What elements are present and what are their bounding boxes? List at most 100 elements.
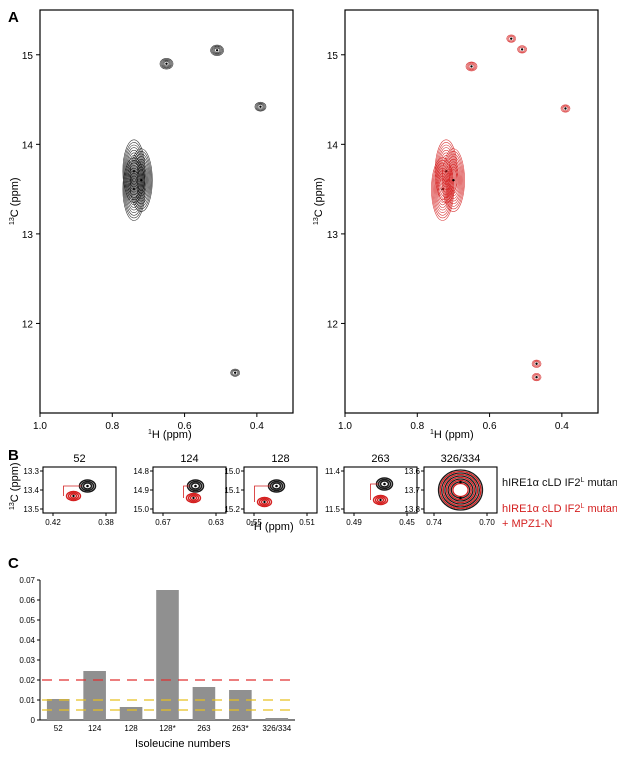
spectrum-right-ytick-label-3: 15 [327, 51, 339, 62]
bar-4 [192, 687, 216, 720]
zoom-panels: 52 13.3 13.4 13.5 0.42 0.38 124 14.8 14.9 15.0 0.6… [23, 453, 498, 527]
legend-red: hIRE1α cLD IF2L mutant [502, 503, 617, 515]
bar-3 [156, 590, 179, 720]
zoom-panel-2-ytick-0: 15.0 [224, 467, 240, 476]
bar-chart-ytick-3: 0.03 [19, 656, 35, 665]
panel-label-c: C [8, 555, 19, 572]
zoom-panel-2-ytick-2: 15.2 [224, 505, 240, 514]
zoom-panel-1: 124 14.8 14.9 15.0 0.67 0.63 [133, 453, 227, 527]
spectrum-right-xtick-label-1: 0.8 [410, 421, 424, 432]
spectrum-right-peak-7 [517, 45, 527, 54]
spectrum-left-xtick-label-0: 1.0 [33, 421, 47, 432]
spectrum-right-xtick-label-3: 0.4 [555, 421, 569, 432]
zoom-panel-0-xtick-0: 0.42 [45, 518, 61, 527]
bar-5 [229, 690, 252, 720]
zoom-panel-0-xtick-1: 0.38 [98, 518, 114, 527]
spectrum-left-peak-4 [254, 101, 267, 112]
zoom-panel-1-xtick-1: 0.63 [208, 518, 224, 527]
bar-6 [265, 718, 289, 720]
zoom-panel-0-ytick-2: 13.5 [23, 505, 39, 514]
spectrum-left-ytick-label-2: 14 [22, 140, 34, 151]
spectrum-left-xtick-label-1: 0.8 [105, 421, 119, 432]
bar-chart-ytick-6: 0.06 [19, 596, 35, 605]
spectrum-right-peak-8 [506, 34, 517, 43]
bar-2 [119, 707, 143, 720]
zoom-panel-4-ytick-2: 13.8 [404, 505, 420, 514]
zoom-panel-2-ytick-1: 15.1 [224, 486, 240, 495]
zoom-panel-3-xtick-0: 0.49 [346, 518, 362, 527]
bar-chart-ytick-7: 0.07 [19, 576, 35, 585]
bar-chart-xtick-0: 52 [54, 724, 63, 733]
spectrum-left-peak-3 [129, 148, 153, 212]
panel-label-b: B [8, 447, 19, 464]
zoom-panel-4-ytick-0: 13.6 [404, 467, 420, 476]
spectrum-right-ytick-label-0: 12 [327, 319, 339, 330]
zoom-panel-3-ytick-0: 11.4 [325, 467, 341, 476]
zoom-panel-title-0: 52 [73, 453, 85, 465]
zoom-panel-1-ytick-1: 14.9 [133, 486, 149, 495]
spectrum-right-xtick-label-0: 1.0 [338, 421, 352, 432]
spectrum-left-ytick-label-1: 13 [22, 230, 34, 241]
spectrum-right: 1.0 0.8 0.6 0.4 12 13 14 15 [327, 9, 599, 432]
bar-chart-ytick-2: 0.02 [19, 676, 35, 685]
zoom-panel-1-ytick-0: 14.8 [133, 467, 149, 476]
panel-label-a: A [8, 9, 19, 26]
spectrum-right-xtick-label-2: 0.6 [483, 421, 497, 432]
zoom-panel-title-1: 124 [180, 453, 198, 465]
bar-chart-xlabel: Isoleucine numbers [135, 738, 231, 750]
bar-chart-xtick-4: 263 [197, 724, 211, 733]
spectrum-right-ytick-label-1: 13 [327, 230, 339, 241]
spectrum-left-peak-5 [159, 58, 174, 70]
spectrum-left-frame [39, 9, 294, 414]
spectrum-right-ylabel: 13C (ppm) [313, 177, 325, 225]
zoom-panel-0-ytick-0: 13.3 [23, 467, 39, 476]
zoom-panel-3: 263 11.4 11.5 0.49 0.45 [325, 453, 418, 527]
spectrum-right-frame [344, 9, 599, 414]
spectrum-left-xtick-label-2: 0.6 [178, 421, 192, 432]
zoom-panel-4: 326/334 13.6 13.7 13.8 0.74 0.70 [404, 453, 498, 527]
spectrum-left-peak-0 [230, 368, 240, 377]
bar-chart-xtick-1: 124 [88, 724, 102, 733]
zoom-xlabel: 1H (ppm) [250, 521, 294, 533]
bar-chart-ytick-1: 0.01 [19, 696, 35, 705]
bar-chart: 0 0.01 0.02 0.03 0.04 0.05 0.06 0.07 52 124 128 128… [19, 576, 295, 733]
spectrum-left: 1.0 0.8 0.6 0.4 12 13 14 15 [22, 9, 294, 432]
spectrum-left-peak-6 [210, 44, 224, 56]
bar-1 [83, 671, 106, 720]
bar-chart-ytick-0: 0 [31, 716, 36, 725]
legend-black: hIRE1α cLD IF2L mutant [502, 477, 617, 489]
spectrum-right-peak-5 [560, 104, 571, 113]
spectrum-left-xtick-label-3: 0.4 [250, 421, 264, 432]
bar-0 [46, 699, 70, 720]
zoom-panel-3-xtick-1: 0.45 [399, 518, 415, 527]
spectrum-right-peak-4 [442, 148, 465, 212]
zoom-panel-1-ytick-2: 15.0 [133, 505, 149, 514]
spectrum-left-ylabel: 13C (ppm) [9, 177, 21, 225]
zoom-panel-title-3: 263 [371, 453, 389, 465]
zoom-ylabel: 13C (ppm) [9, 462, 21, 510]
zoom-panel-4-xtick-1: 0.70 [479, 518, 495, 527]
zoom-panel-title-4: 326/334 [441, 453, 481, 465]
zoom-panel-0-ytick-1: 13.4 [23, 486, 39, 495]
spectrum-right-peak-1 [531, 359, 542, 368]
spectrum-right-xlabel: 1H (ppm) [430, 429, 474, 441]
zoom-panel-2-xtick-0: 0.55 [246, 518, 262, 527]
bar-chart-ytick-4: 0.04 [19, 636, 35, 645]
bar-chart-xtick-2: 128 [124, 724, 138, 733]
spectrum-right-peak-0 [531, 373, 542, 382]
zoom-panel-0: 52 13.3 13.4 13.5 0.42 0.38 [23, 453, 117, 527]
spectrum-right-peak-6 [465, 61, 478, 72]
legend-red-line2: + MPZ1-N [502, 518, 552, 530]
zoom-panel-2: 128 15.0 15.1 15.2 0.55 0.51 [224, 453, 318, 527]
zoom-panel-3-ytick-1: 11.5 [325, 505, 341, 514]
zoom-panel-1-xtick-0: 0.67 [155, 518, 171, 527]
spectrum-right-ytick-label-2: 14 [327, 140, 339, 151]
zoom-panel-4-xtick-0: 0.74 [426, 518, 442, 527]
spectrum-left-ytick-label-0: 12 [22, 319, 34, 330]
zoom-panel-2-xtick-1: 0.51 [299, 518, 315, 527]
spectrum-left-ytick-label-3: 15 [22, 51, 34, 62]
bar-chart-xtick-6: 326/334 [262, 724, 291, 733]
bar-chart-ytick-5: 0.05 [19, 616, 35, 625]
zoom-panel-title-2: 128 [271, 453, 289, 465]
